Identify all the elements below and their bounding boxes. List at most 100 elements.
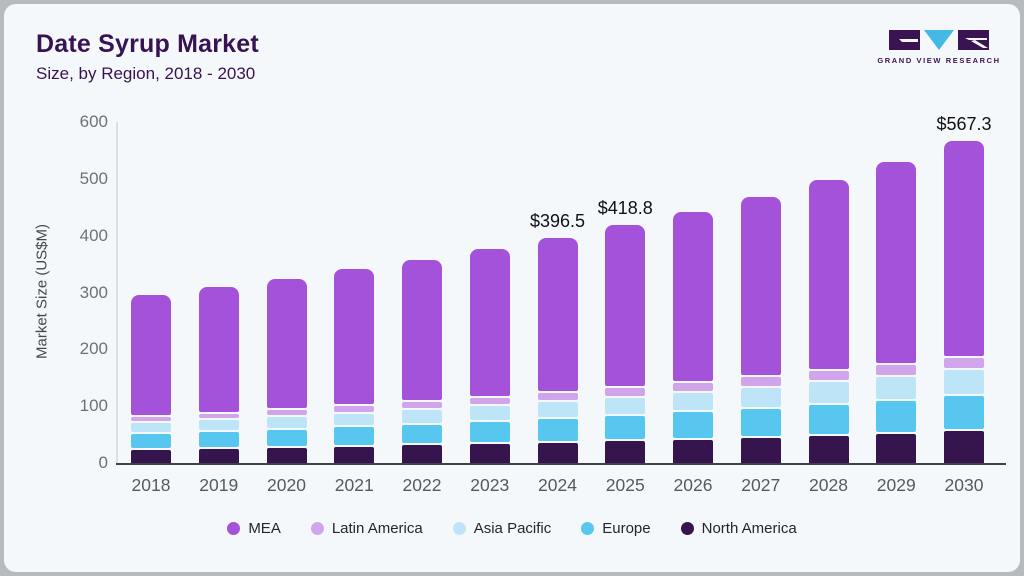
legend-swatch-icon	[310, 522, 324, 535]
x-tick-label: 2030	[944, 475, 984, 495]
bar-segment-latin-america	[944, 357, 984, 369]
x-tick-label: 2025	[605, 475, 645, 495]
bar-segment-north-america	[266, 447, 307, 463]
x-tick-label: 2022	[402, 475, 442, 495]
bar-segment-europe	[808, 405, 849, 435]
y-tick-label: 0	[98, 453, 108, 472]
bar-segment-mea	[402, 259, 442, 401]
bar-segment-latin-america	[266, 410, 307, 415]
legend-item-latin-america: Latin America	[310, 520, 423, 537]
legend-item-asia-pacific: Asia Pacific	[452, 520, 552, 537]
bar-segment-europe	[469, 422, 510, 443]
bar-segment-asia-pacific	[198, 420, 239, 431]
bar-segment-north-america	[740, 437, 781, 463]
bar-segment-asia-pacific	[808, 382, 849, 403]
x-tick-label: 2026	[673, 475, 713, 495]
legend-item-north-america: North America	[680, 520, 797, 537]
bar-segment-latin-america	[740, 377, 781, 386]
bar-segment-asia-pacific	[944, 370, 984, 394]
x-tick-label: 2023	[470, 475, 510, 495]
y-tick-label: 200	[79, 339, 108, 359]
x-tick-label: 2028	[809, 475, 848, 495]
bar-segment-north-america	[537, 443, 578, 463]
bar-segment-europe	[198, 432, 239, 447]
data-label: $567.3	[936, 113, 992, 134]
bar-segment-north-america	[402, 445, 442, 463]
bar-segment-north-america	[469, 444, 510, 463]
y-tick-label: 300	[79, 282, 108, 302]
bar-segment-latin-america	[198, 414, 239, 419]
bar-segment-asia-pacific	[740, 387, 781, 407]
legend: MEA Latin America Asia Pacific Europe North …	[4, 520, 1020, 537]
bar-segment-europe	[673, 412, 713, 438]
bar-segment-north-america	[808, 436, 849, 463]
bar-segment-asia-pacific	[402, 410, 442, 423]
bar-segment-asia-pacific	[131, 422, 171, 432]
legend-item-mea: MEA	[227, 520, 281, 537]
bar-segment-europe	[740, 409, 781, 436]
bar-segment-europe	[266, 430, 307, 446]
y-axis-title: Market Size (US$M)	[33, 223, 51, 360]
bar-segment-mea	[808, 180, 849, 369]
x-tick-label: 2019	[199, 475, 239, 495]
bar-segment-north-america	[131, 449, 171, 463]
bar-segment-mea	[740, 196, 781, 376]
x-tick-label: 2027	[741, 475, 781, 495]
bar-segment-europe	[131, 434, 171, 448]
legend-swatch-icon	[581, 522, 595, 535]
bar-segment-asia-pacific	[334, 413, 375, 426]
bar-segment-latin-america	[402, 402, 442, 409]
bar-segment-north-america	[605, 441, 646, 463]
x-tick-label: 2020	[267, 475, 306, 495]
page-subtitle: Size, by Region, 2018 - 2030	[36, 64, 256, 83]
chart-card: Date Syrup Market Size, by Region, 2018 …	[4, 4, 1020, 572]
bar-segment-asia-pacific	[605, 397, 646, 414]
bar-segment-europe	[334, 427, 375, 445]
bar-segment-mea	[334, 269, 375, 405]
legend-label: Asia Pacific	[473, 520, 552, 537]
bar-segment-latin-america	[334, 406, 375, 412]
legend-label: North America	[701, 520, 797, 537]
bar-segment-asia-pacific	[876, 377, 917, 400]
bar-segment-latin-america	[808, 370, 849, 381]
bar-segment-europe	[944, 395, 984, 430]
data-label: $418.8	[597, 197, 653, 218]
data-label: $396.5	[529, 210, 586, 231]
bar-segment-latin-america	[876, 365, 917, 376]
x-axis-line	[116, 463, 1006, 465]
legend-swatch-icon	[680, 522, 694, 535]
bar-segment-north-america	[944, 431, 984, 463]
y-tick-label: 400	[79, 225, 108, 245]
bar-segment-europe	[402, 424, 442, 444]
bar-segment-asia-pacific	[266, 416, 307, 429]
bar-segment-latin-america	[469, 397, 510, 405]
page-title: Date Syrup Market	[36, 30, 259, 58]
legend-label: MEA	[248, 520, 281, 537]
y-axis-line	[116, 122, 118, 464]
bar-segment-mea	[944, 140, 984, 356]
bar-segment-north-america	[198, 448, 239, 463]
bar-segment-north-america	[673, 439, 713, 463]
y-tick-label: 100	[79, 396, 108, 416]
bar-segment-europe	[876, 401, 917, 432]
bar-segment-latin-america	[131, 416, 171, 421]
y-tick-label: 600	[79, 112, 108, 131]
x-tick-label: 2021	[334, 475, 374, 495]
bar-segment-mea	[605, 224, 646, 386]
bar-segment-mea	[876, 161, 917, 364]
bar-segment-latin-america	[673, 382, 713, 392]
brand-name: GRAND VIEW RESEARCH	[877, 56, 1001, 65]
bar-segment-asia-pacific	[537, 402, 578, 418]
bar-segment-mea	[266, 278, 307, 409]
bar-segment-mea	[537, 237, 578, 392]
brand-logo: GRAND VIEW RESEARCH	[877, 26, 999, 65]
gvr-logo-icon	[889, 30, 989, 50]
bar-segment-mea	[673, 211, 713, 381]
bar-segment-asia-pacific	[469, 406, 510, 421]
legend-label: Europe	[602, 520, 651, 537]
bar-segment-mea	[198, 287, 239, 413]
legend-swatch-icon	[452, 522, 466, 535]
x-tick-label: 2029	[876, 475, 916, 495]
bar-segment-north-america	[334, 446, 375, 463]
x-tick-label: 2018	[131, 475, 171, 495]
